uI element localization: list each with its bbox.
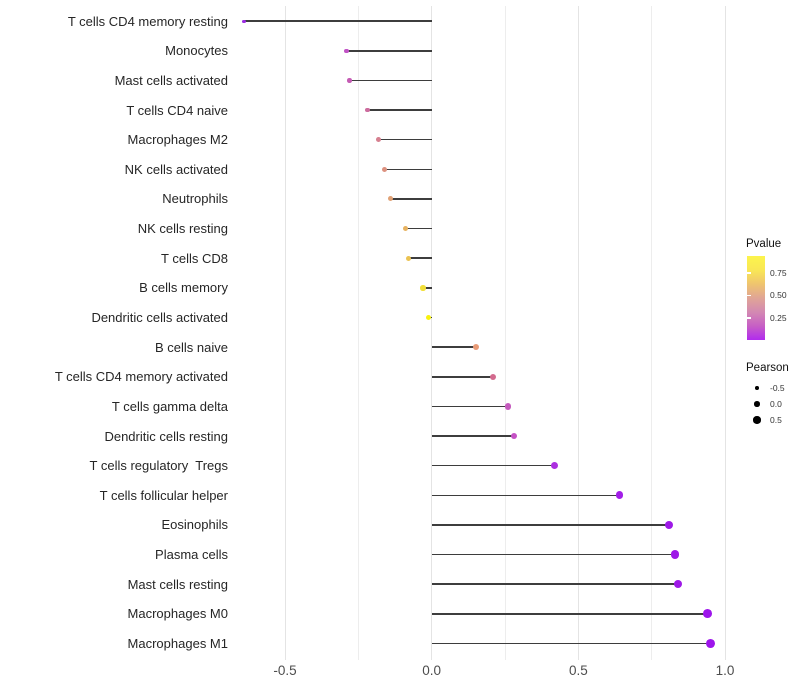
lollipop-stem xyxy=(431,583,679,585)
lollipop-stem xyxy=(422,287,432,289)
pearson-legend-label: 0.0 xyxy=(770,399,782,409)
pearson-legend-dot xyxy=(754,401,760,407)
category-label: B cells naive xyxy=(155,339,228,355)
lollipop-stem xyxy=(431,642,711,645)
x-gridline xyxy=(431,6,433,660)
pvalue-colorbar-tick xyxy=(747,294,751,297)
category-label: Plasma cells xyxy=(155,547,228,563)
pearson-legend-dot xyxy=(755,386,759,390)
category-label: Monocytes xyxy=(165,43,228,59)
category-label: T cells CD8 xyxy=(161,250,228,266)
lollipop-dot xyxy=(382,166,388,172)
lollipop-dot xyxy=(673,579,683,589)
category-label: B cells memory xyxy=(139,280,228,296)
pearson-legend-dot xyxy=(753,416,761,424)
lollipop-stem xyxy=(431,376,494,378)
lollipop-dot xyxy=(376,137,382,143)
category-label: T cells follicular helper xyxy=(99,487,228,503)
pearson-legend-label: -0.5 xyxy=(770,383,785,393)
x-gridline xyxy=(504,6,506,660)
category-label: Neutrophils xyxy=(162,191,228,207)
x-gridline xyxy=(724,6,726,660)
pvalue-tick-label: 0.25 xyxy=(770,312,787,323)
lollipop-stem xyxy=(431,405,508,408)
lollipop-stem xyxy=(349,79,432,82)
category-label: Macrophages M2 xyxy=(127,132,228,148)
category-label: Eosinophils xyxy=(161,517,229,533)
category-label: NK cells resting xyxy=(137,221,228,237)
x-tick-label: 0.5 xyxy=(568,663,588,678)
lollipop-dot xyxy=(344,48,349,54)
category-label: Dendritic cells resting xyxy=(104,428,228,444)
lollipop-dot xyxy=(472,344,479,351)
lollipop-stem xyxy=(431,613,708,615)
lollipop-dot xyxy=(490,373,497,380)
lollipop-stem xyxy=(431,553,676,556)
x-gridline xyxy=(651,6,653,660)
lollipop-stem xyxy=(367,109,432,111)
pvalue-tick-label: 0.50 xyxy=(770,290,787,301)
lollipop-dot xyxy=(388,196,394,202)
x-gridline xyxy=(284,6,286,660)
lollipop-dot xyxy=(670,550,680,559)
lollipop-stem xyxy=(431,346,476,348)
x-gridline xyxy=(357,6,359,660)
category-label: T cells CD4 memory resting xyxy=(67,13,228,29)
category-label: T cells CD4 naive xyxy=(126,102,228,118)
lollipop-dot xyxy=(504,403,512,410)
category-label: Dendritic cells activated xyxy=(91,310,228,325)
lollipop-dot xyxy=(402,226,408,232)
pvalue-colorbar-tick xyxy=(747,272,751,274)
lollipop-dot xyxy=(347,78,352,83)
pvalue-legend-title: Pvalue xyxy=(746,238,782,250)
lollipop-dot xyxy=(364,107,370,113)
pearson-legend-label: 0.5 xyxy=(770,415,782,425)
category-label: NK cells activated xyxy=(124,161,228,177)
lollipop-stem xyxy=(431,464,555,467)
lollipop-dot xyxy=(705,638,715,648)
lollipop-dot xyxy=(551,462,559,470)
category-label: T cells regulatory Tregs xyxy=(89,458,228,474)
x-tick-label: -0.5 xyxy=(273,663,297,678)
category-label: Mast cells resting xyxy=(127,576,228,592)
lollipop-stem xyxy=(431,524,670,526)
lollipop-dot xyxy=(615,491,624,500)
lollipop-stem xyxy=(243,20,432,22)
lollipop-dot xyxy=(405,255,411,261)
lollipop-dot xyxy=(420,285,426,291)
lollipop-stem xyxy=(346,50,432,52)
pvalue-colorbar xyxy=(747,256,765,340)
category-label: Macrophages M0 xyxy=(127,606,228,622)
lollipop-stem xyxy=(408,257,432,259)
x-tick-label: 0.0 xyxy=(422,663,442,678)
category-label: T cells CD4 memory activated xyxy=(54,369,228,385)
category-label: T cells gamma delta xyxy=(111,398,228,414)
lollipop-stem xyxy=(378,138,432,141)
lollipop-dot xyxy=(510,432,518,440)
lollipop-stem xyxy=(431,435,514,437)
lollipop-dot xyxy=(702,609,712,619)
pvalue-colorbar-tick xyxy=(747,317,751,319)
category-label: Macrophages M1 xyxy=(127,635,228,651)
category-label: Mast cells activated xyxy=(114,72,228,88)
lollipop-stem xyxy=(390,198,432,200)
lollipop-stem xyxy=(431,494,620,497)
x-tick-label: 1.0 xyxy=(715,663,735,678)
lollipop-dot xyxy=(426,314,432,321)
lollipop-stem xyxy=(384,168,432,171)
lollipop-dot xyxy=(665,520,674,530)
pearson-legend-title: Pearson xyxy=(746,362,789,374)
lollipop-dot xyxy=(242,19,246,23)
lollipop-stem xyxy=(405,227,432,230)
pvalue-tick-label: 0.75 xyxy=(770,267,787,278)
x-gridline xyxy=(577,6,579,660)
